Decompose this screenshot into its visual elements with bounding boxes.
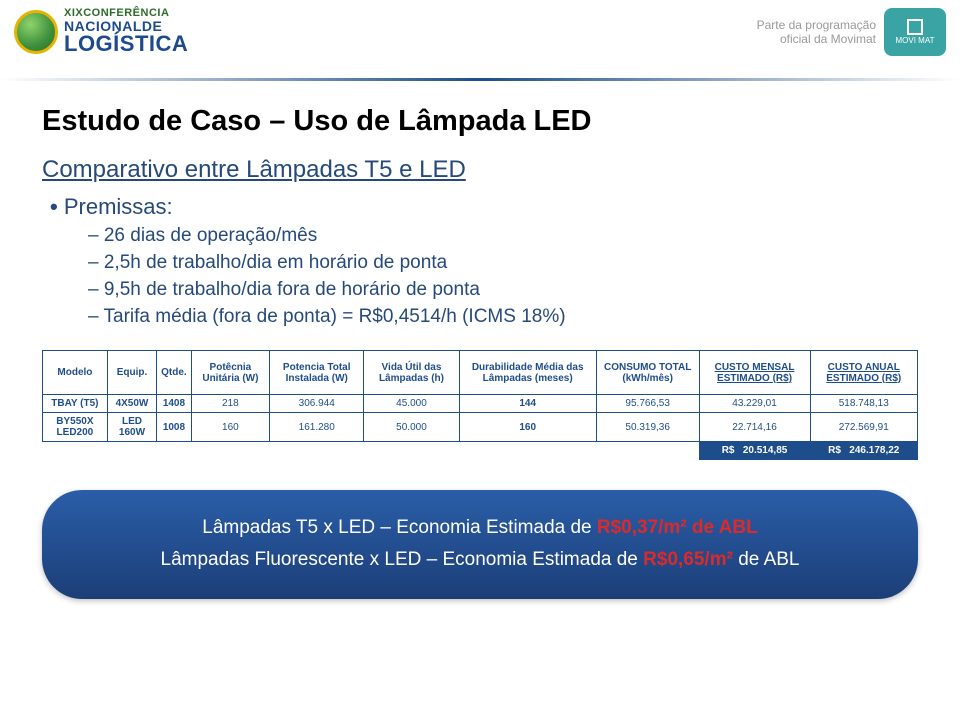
cell-potunit: 218 (191, 395, 269, 413)
th-pot-unit: Potêcnia Unitária (W) (191, 351, 269, 395)
movimat-block: Parte da programação oficial da Movimat … (757, 8, 946, 56)
cell-cmensal: 22.714,16 (699, 413, 810, 442)
th-qtde: Qtde. (157, 351, 192, 395)
conf-line-3: LOGÍSTICA (64, 33, 188, 55)
cell-durab: 144 (459, 395, 596, 413)
program-line-2: oficial da Movimat (757, 32, 876, 46)
table-row: TBAY (T5) 4X50W 1408 218 306.944 45.000 … (43, 395, 918, 413)
sum-anual: R$ 246.178,22 (810, 442, 917, 460)
cell-vida: 45.000 (364, 395, 459, 413)
movimat-square-icon (907, 19, 923, 35)
summary-pill: Lâmpadas T5 x LED – Economia Estimada de… (42, 490, 918, 599)
premissas-label: Premissas: (50, 194, 918, 220)
cell-potunit: 160 (191, 413, 269, 442)
cell-canual: 272.569,91 (810, 413, 917, 442)
cell-durab: 160 (459, 413, 596, 442)
pill-1a: Lâmpadas T5 x LED – Economia Estimada de (202, 517, 597, 538)
header-divider (0, 78, 960, 81)
cell-vida: 50.000 (364, 413, 459, 442)
globe-icon (14, 10, 58, 54)
premissas-sublist: 26 dias de operação/mês 2,5h de trabalho… (50, 225, 918, 328)
sum-anual-prefix: R$ (828, 445, 841, 456)
sum-mensal-value: 20.514,85 (743, 445, 788, 456)
th-durab: Durabilidade Média das Lâmpadas (meses) (459, 351, 596, 395)
cell-canual: 518.748,13 (810, 395, 917, 413)
cell-pottot: 306.944 (270, 395, 364, 413)
table-header-row: Modelo Equip. Qtde. Potêcnia Unitária (W… (43, 351, 918, 395)
pill-1b: R$0,37/m² de ABL (597, 517, 758, 538)
sum-anual-value: 246.178,22 (849, 445, 899, 456)
page-title: Estudo de Caso – Uso de Lâmpada LED (42, 105, 918, 138)
cell-equip: 4X50W (107, 395, 156, 413)
pill-2c: de ABL (733, 549, 800, 570)
program-text: Parte da programação oficial da Movimat (757, 18, 876, 47)
premissa-item: 2,5h de trabalho/dia em horário de ponta (88, 252, 918, 274)
sum-mensal-prefix: R$ (722, 445, 735, 456)
premissa-item: Tarifa média (fora de ponta) = R$0,4514/… (88, 306, 918, 328)
movimat-label: MOVI MAT (896, 37, 935, 46)
pill-2a: Lâmpadas Fluorescente x LED – Economia E… (161, 549, 644, 570)
slide-content: Estudo de Caso – Uso de Lâmpada LED Comp… (0, 95, 960, 599)
bullet-list: Premissas: 26 dias de operação/mês 2,5h … (42, 194, 918, 328)
sum-mensal: R$ 20.514,85 (699, 442, 810, 460)
th-pot-tot: Potencia Total Instalada (W) (270, 351, 364, 395)
conference-logo-text: XIXCONFERÊNCIA NACIONALDE LOGÍSTICA (64, 8, 188, 55)
cell-qtde: 1008 (157, 413, 192, 442)
th-consumo: CONSUMO TOTAL (kWh/mês) (596, 351, 699, 395)
table-row: BY550X LED200 LED 160W 1008 160 161.280 … (43, 413, 918, 442)
sum-spacer (43, 442, 700, 460)
movimat-logo: MOVI MAT (884, 8, 946, 56)
pill-2b: R$0,65/m² (643, 549, 733, 570)
cell-qtde: 1408 (157, 395, 192, 413)
program-line-1: Parte da programação (757, 18, 876, 32)
conference-logo: XIXCONFERÊNCIA NACIONALDE LOGÍSTICA (14, 8, 188, 55)
subtitle: Comparativo entre Lâmpadas T5 e LED (42, 156, 918, 184)
comparison-table: Modelo Equip. Qtde. Potêcnia Unitária (W… (42, 350, 918, 460)
slide-header: XIXCONFERÊNCIA NACIONALDE LOGÍSTICA Part… (0, 0, 960, 78)
premissa-item: 9,5h de trabalho/dia fora de horário de … (88, 279, 918, 301)
th-vida: Vida Útil das Lâmpadas (h) (364, 351, 459, 395)
th-equip: Equip. (107, 351, 156, 395)
comparison-table-wrap: Modelo Equip. Qtde. Potêcnia Unitária (W… (42, 350, 918, 460)
cell-model: BY550X LED200 (43, 413, 108, 442)
cell-equip: LED 160W (107, 413, 156, 442)
cell-consumo: 50.319,36 (596, 413, 699, 442)
th-custo-mensal: CUSTO MENSAL ESTIMADO (R$) (699, 351, 810, 395)
cell-consumo: 95.766,53 (596, 395, 699, 413)
premissa-item: 26 dias de operação/mês (88, 225, 918, 247)
cell-model: TBAY (T5) (43, 395, 108, 413)
pill-line-2: Lâmpadas Fluorescente x LED – Economia E… (72, 544, 888, 576)
cell-cmensal: 43.229,01 (699, 395, 810, 413)
th-modelo: Modelo (43, 351, 108, 395)
table-sum-row: R$ 20.514,85 R$ 246.178,22 (43, 442, 918, 460)
th-custo-anual: CUSTO ANUAL ESTIMADO (R$) (810, 351, 917, 395)
cell-pottot: 161.280 (270, 413, 364, 442)
pill-line-1: Lâmpadas T5 x LED – Economia Estimada de… (72, 512, 888, 544)
